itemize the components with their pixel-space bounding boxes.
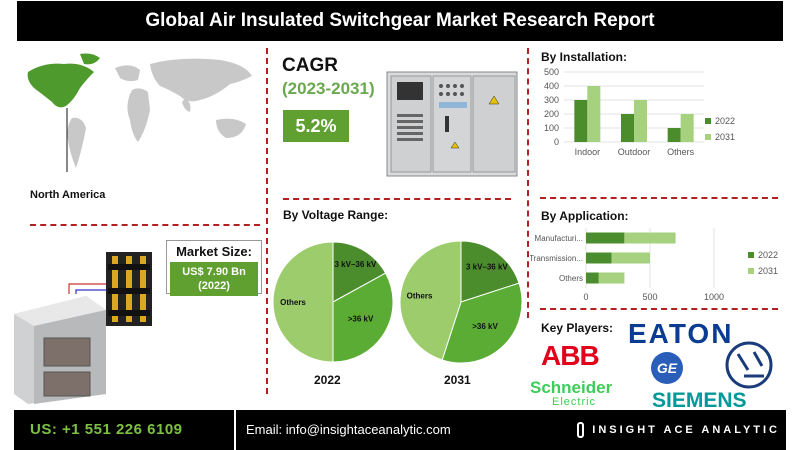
y-tick-label: 500 — [544, 67, 559, 77]
legend-swatch-2022 — [705, 118, 711, 124]
eaton-logo: EATON — [628, 318, 734, 349]
x-tick-label: Others — [667, 147, 695, 157]
x-tick-label: Indoor — [575, 147, 601, 157]
switchgear-cabinet-image — [386, 71, 518, 177]
application-chart-title: By Application: — [541, 209, 629, 223]
y-tick-label: 400 — [544, 81, 559, 91]
page-title: Global Air Insulated Switchgear Market R… — [17, 1, 783, 41]
siemens-logo: SIEMENS — [652, 389, 747, 412]
legend-label-2031: 2031 — [758, 266, 778, 276]
voltage-chart-title: By Voltage Range: — [283, 208, 389, 222]
pie-slice-label: Others — [280, 298, 306, 307]
market-size-amount: US$ 7.90 Bn — [182, 266, 246, 278]
x-tick-label: 1000 — [704, 292, 724, 302]
pie-slice-0 — [332, 241, 387, 303]
market-size-year: (2022) — [198, 280, 230, 292]
bar-indoor-2022 — [574, 100, 588, 142]
pie-slice-2 — [272, 241, 334, 363]
brand-icon — [577, 422, 585, 439]
ge-logo: GE — [651, 352, 683, 384]
lt-logo — [725, 341, 773, 389]
legend-label-2031: 2031 — [715, 132, 735, 142]
region-label: North America — [30, 189, 106, 201]
y-tick-label: Transmission... — [530, 254, 583, 263]
voltage-pie-2031: 3 kV–36 kV >36 kV Others — [399, 240, 523, 364]
bar-0-2031 — [624, 232, 676, 244]
legend-label-2022: 2022 — [758, 250, 778, 260]
bar-2-2031 — [598, 272, 625, 284]
bar-indoor-2031 — [587, 86, 601, 142]
pie-year-2022: 2022 — [314, 373, 341, 387]
bar-1-2022 — [586, 252, 612, 264]
pie-slice-label: >36 kV — [348, 314, 374, 323]
separator — [527, 48, 529, 318]
y-tick-label: 200 — [544, 109, 559, 119]
pie-slice-label: >36 kV — [472, 322, 498, 331]
pie-slice-label: Others — [407, 291, 433, 300]
bar-outdoor-2022 — [621, 114, 634, 142]
world-map-image — [27, 53, 252, 172]
installation-chart: 0 100 200 300 400 500 Indoor Outdoor Others 2022 2… — [544, 67, 735, 157]
pie-slice-2 — [399, 240, 462, 361]
schneider-logo-sub: Electric — [552, 396, 597, 408]
separator — [283, 198, 511, 200]
pie-slice-1 — [332, 272, 394, 363]
voltage-pie-2022: 3 kV–36 kV >36 kV Others — [272, 241, 394, 363]
application-chart: 0 500 1000 Manufacturi... Transmission... Oth… — [530, 228, 778, 302]
y-tick-label: Manufacturi... — [535, 234, 583, 243]
pie-year-2031: 2031 — [444, 373, 471, 387]
contact-phone[interactable]: US: +1 551 226 6109 — [14, 410, 234, 450]
brand-name: INSIGHT ACE ANALYTIC — [577, 410, 780, 450]
market-size-value: US$ 7.90 Bn (2022) — [170, 262, 258, 296]
x-tick-label: 500 — [642, 292, 657, 302]
x-tick-label: 0 — [583, 292, 588, 302]
separator — [266, 48, 268, 394]
bar-others-2022 — [667, 128, 681, 142]
legend-label-2022: 2022 — [715, 116, 735, 126]
switch-panel-image — [14, 252, 152, 404]
cagr-title: CAGR — [282, 55, 338, 76]
footer-bar: Email: info@insightaceanalytic.com INSIG… — [236, 410, 786, 450]
legend-swatch-2022 — [748, 252, 754, 258]
schneider-logo: Schneider — [530, 378, 613, 397]
bar-2-2022 — [586, 272, 599, 284]
pie-slice-label: 3 kV–36 kV — [334, 260, 376, 269]
separator — [540, 308, 778, 310]
pie-slice-label: 3 kV–36 kV — [466, 262, 508, 271]
bar-others-2031 — [680, 114, 694, 142]
pie-slice-1 — [441, 282, 523, 364]
cagr-years: (2023-2031) — [282, 79, 375, 98]
legend-swatch-2031 — [748, 268, 754, 274]
installation-chart-title: By Installation: — [541, 50, 628, 64]
cagr-value: 5.2% — [283, 110, 349, 142]
market-size-title: Market Size: — [176, 244, 252, 259]
brand-label: INSIGHT ACE ANALYTIC — [592, 424, 780, 436]
bar-1-2031 — [611, 252, 650, 264]
y-tick-label: Others — [559, 274, 583, 283]
separator — [540, 197, 778, 199]
y-tick-label: 300 — [544, 95, 559, 105]
key-players-title: Key Players: — [541, 321, 614, 335]
x-tick-label: Outdoor — [618, 147, 651, 157]
bar-outdoor-2031 — [634, 100, 647, 142]
y-tick-label: 100 — [544, 123, 559, 133]
bar-0-2022 — [586, 232, 625, 244]
pie-slice-0 — [460, 240, 520, 303]
y-tick-label: 0 — [554, 137, 559, 147]
abb-logo: ABB — [541, 340, 600, 371]
separator — [30, 224, 260, 226]
legend-swatch-2031 — [705, 134, 711, 140]
market-size-card: Market Size: US$ 7.90 Bn (2022) — [166, 240, 262, 296]
contact-email[interactable]: Email: info@insightaceanalytic.com — [246, 422, 451, 437]
